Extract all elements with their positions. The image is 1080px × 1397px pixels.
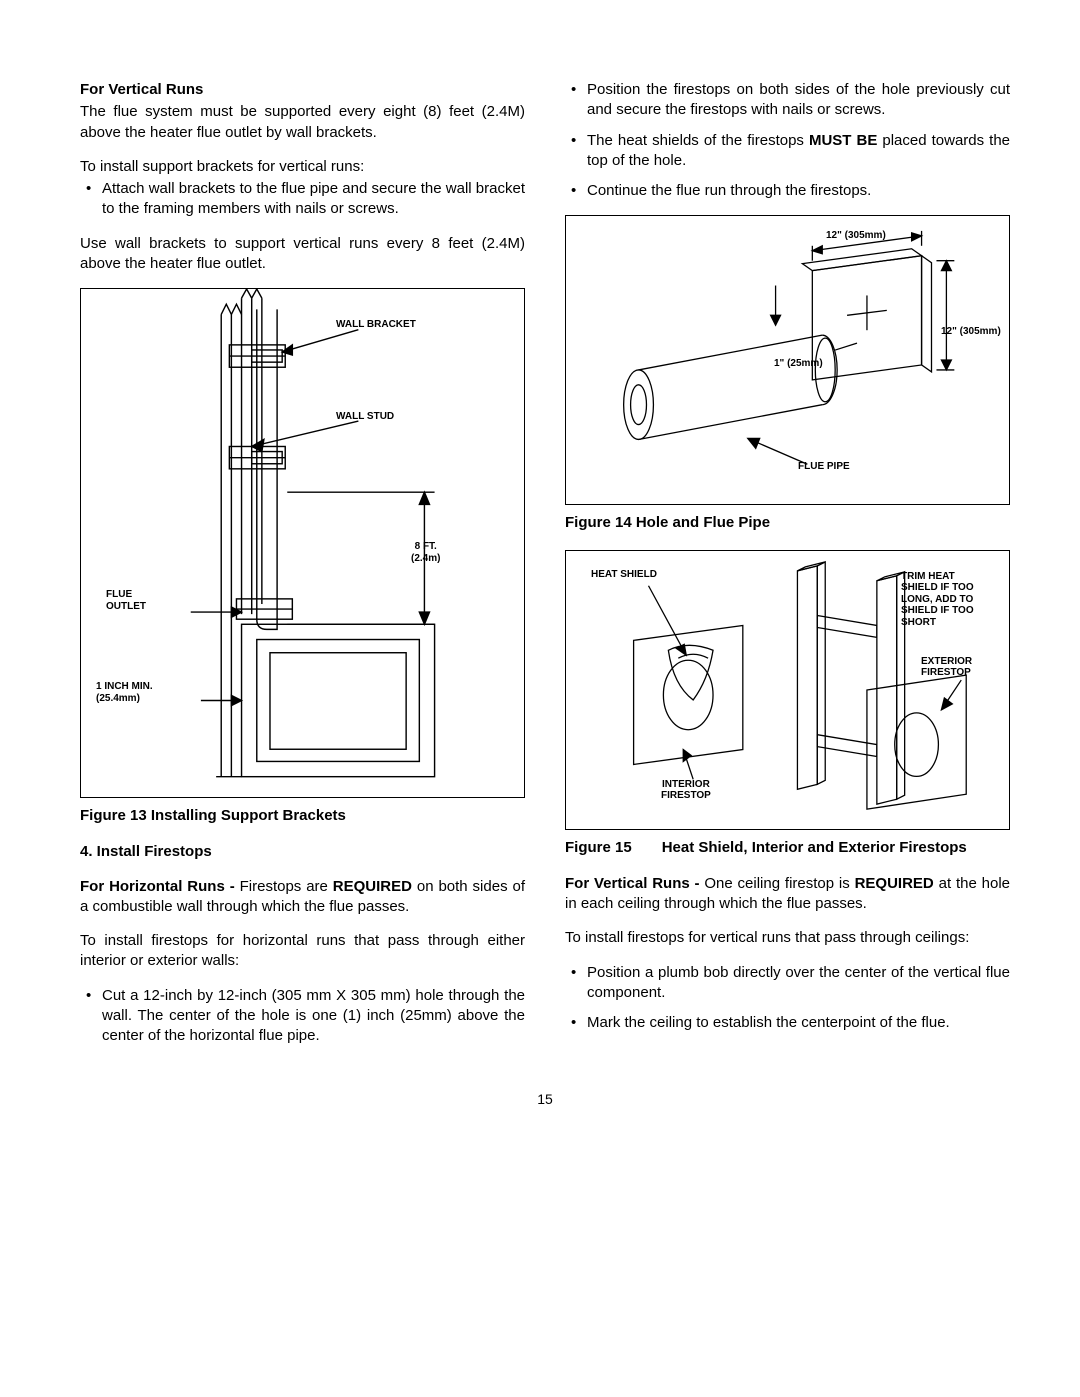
left-column: For Vertical Runs The flue system must b… [80,80,525,1060]
figure-15: HEAT SHIELD TRIM HEAT SHIELD IF TOO LONG… [565,550,1010,830]
figure-14-caption: Figure 14 Hole and Flue Pipe [565,513,1010,533]
bullet: The heat shields of the firestops MUST B… [565,131,1010,172]
bullet: Mark the ceiling to establish the center… [565,1013,1010,1033]
label-1inch: 1 INCH MIN.(25.4mm) [96,681,153,704]
label-1in: 1" (25mm) [774,358,823,370]
page-columns: For Vertical Runs The flue system must b… [80,80,1010,1060]
label-heat-shield: HEAT SHIELD [591,569,657,581]
label-wall-bracket: WALL BRACKET [336,319,416,331]
label-interior-firestop: INTERIORFIRESTOP [661,779,711,802]
para: Use wall brackets to support vertical ru… [80,234,525,275]
label-trim: TRIM HEAT SHIELD IF TOO LONG, ADD TO SHI… [901,571,986,629]
figure-13: WALL BRACKET WALL STUD 8 FT.(2.4m) FLUEO… [80,288,525,798]
bullet: Position a plumb bob directly over the c… [565,963,1010,1004]
label-12in-top: 12" (305mm) [826,230,886,242]
label-wall-stud: WALL STUD [336,411,394,423]
para: To install firestops for vertical runs t… [565,928,1010,948]
para: To install firestops for horizontal runs… [80,931,525,972]
heading-vertical-runs: For Vertical Runs [80,80,525,100]
label-12in-side: 12" (305mm) [941,326,1001,338]
right-column: Position the firestops on both sides of … [565,80,1010,1060]
para: For Vertical Runs - One ceiling firestop… [565,874,1010,915]
label-flue-pipe: FLUE PIPE [798,461,850,473]
figure-13-caption: Figure 13 Installing Support Brackets [80,806,525,826]
bullet: Position the firestops on both sides of … [565,80,1010,121]
figure-15-caption: Figure 15 Heat Shield, Interior and Exte… [565,838,1010,858]
bullet: Continue the flue run through the firest… [565,181,1010,201]
label-exterior-firestop: EXTERIORFIRESTOP [921,656,972,679]
bullet: Attach wall brackets to the flue pipe an… [80,179,525,220]
para: For Horizontal Runs - Firestops are REQU… [80,877,525,918]
figure-14: 12" (305mm) 12" (305mm) 1" (25mm) FLUE P… [565,215,1010,505]
page-number: 15 [80,1090,1010,1109]
para: The flue system must be supported every … [80,102,525,143]
heading-install-firestops: 4. Install Firestops [80,842,525,862]
bullet: Cut a 12-inch by 12-inch (305 mm X 305 m… [80,986,525,1047]
label-flue-outlet: FLUEOUTLET [106,589,146,612]
label-8ft: 8 FT.(2.4m) [411,541,440,564]
para: To install support brackets for vertical… [80,157,525,177]
